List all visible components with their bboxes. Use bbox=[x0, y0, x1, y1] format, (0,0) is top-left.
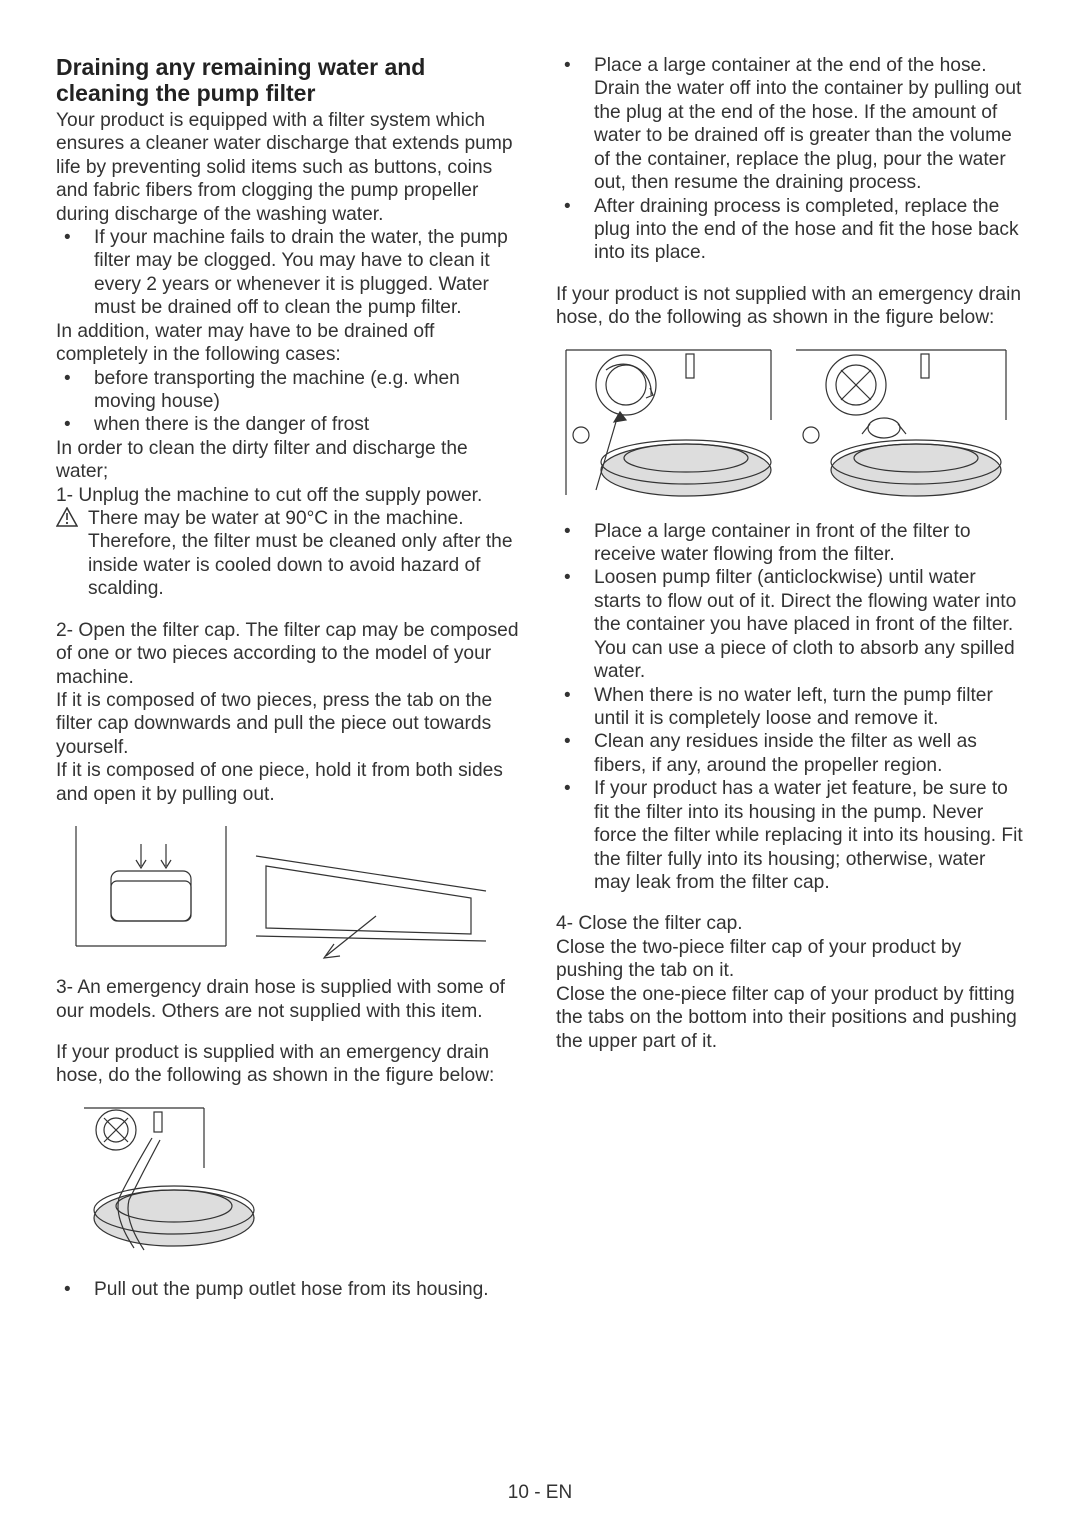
step-2b: If it is composed of two pieces, press t… bbox=[56, 689, 524, 759]
list-item: when there is the danger of frost bbox=[56, 413, 524, 436]
figure-filter-cap bbox=[56, 816, 524, 966]
list-item: Pull out the pump outlet hose from its h… bbox=[56, 1278, 524, 1301]
step-3: 3- An emergency drain hose is supplied w… bbox=[56, 976, 524, 1023]
bullet-list: Pull out the pump outlet hose from its h… bbox=[56, 1278, 524, 1301]
warning-text: There may be water at 90°C in the machin… bbox=[88, 507, 524, 601]
page-number: 10 - EN bbox=[0, 1482, 1080, 1504]
step-4a: 4- Close the filter cap. bbox=[556, 912, 1024, 935]
paragraph: In order to clean the dirty filter and d… bbox=[56, 437, 524, 484]
list-item: Clean any residues inside the filter as … bbox=[556, 730, 1024, 777]
list-item: If your product has a water jet feature,… bbox=[556, 777, 1024, 894]
step-2c: If it is composed of one piece, hold it … bbox=[56, 759, 524, 806]
list-item: before transporting the machine (e.g. wh… bbox=[56, 367, 524, 414]
paragraph-supplied: If your product is supplied with an emer… bbox=[56, 1041, 524, 1088]
list-item: After draining process is completed, rep… bbox=[556, 195, 1024, 265]
bullet-list: Place a large container at the end of th… bbox=[556, 54, 1024, 265]
left-column: Draining any remaining water and cleanin… bbox=[56, 54, 524, 1301]
step-4b: Close the two-piece filter cap of your p… bbox=[556, 936, 1024, 983]
intro-paragraph: Your product is equipped with a filter s… bbox=[56, 109, 524, 226]
list-item: When there is no water left, turn the pu… bbox=[556, 684, 1024, 731]
warning-icon bbox=[56, 507, 82, 601]
list-item: Loosen pump filter (anticlockwise) until… bbox=[556, 566, 1024, 683]
list-item: If your machine fails to drain the water… bbox=[56, 226, 524, 320]
paragraph: In addition, water may have to be draine… bbox=[56, 320, 524, 367]
two-column-layout: Draining any remaining water and cleanin… bbox=[56, 54, 1024, 1301]
list-item: Place a large container in front of the … bbox=[556, 520, 1024, 567]
step-1: 1- Unplug the machine to cut off the sup… bbox=[56, 484, 524, 507]
bullet-list: Place a large container in front of the … bbox=[556, 520, 1024, 895]
right-column: Place a large container at the end of th… bbox=[556, 54, 1024, 1301]
step-2a: 2- Open the filter cap. The filter cap m… bbox=[56, 619, 524, 689]
section-title: Draining any remaining water and cleanin… bbox=[56, 54, 524, 107]
bullet-list: before transporting the machine (e.g. wh… bbox=[56, 367, 524, 437]
list-item: Place a large container at the end of th… bbox=[556, 54, 1024, 195]
figure-no-hose bbox=[556, 340, 1024, 510]
paragraph-not-supplied: If your product is not supplied with an … bbox=[556, 283, 1024, 330]
figure-drain-hose bbox=[74, 1098, 524, 1268]
bullet-list: If your machine fails to drain the water… bbox=[56, 226, 524, 320]
step-4c: Close the one-piece filter cap of your p… bbox=[556, 983, 1024, 1053]
warning-row: There may be water at 90°C in the machin… bbox=[56, 507, 524, 601]
